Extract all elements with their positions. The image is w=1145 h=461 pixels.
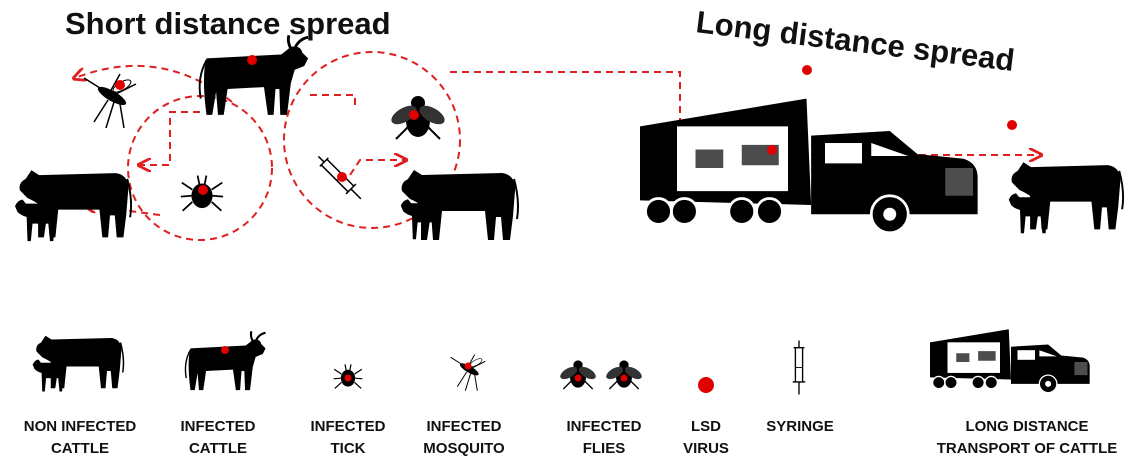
legend-label: TRANSPORT OF CATTLE: [937, 440, 1118, 457]
legend-label: TICK: [331, 440, 366, 457]
legend-icons: [33, 329, 1090, 394]
legend-label: CATTLE: [51, 440, 109, 457]
legend-label: SYRINGE: [766, 418, 834, 435]
long-title: Long distance spread: [694, 4, 1016, 78]
short-title: Short distance spread: [65, 6, 391, 41]
legend-label: LONG DISTANCE: [965, 418, 1088, 435]
legend-label: NON INFECTED: [24, 418, 137, 435]
long-scene: [640, 65, 1123, 233]
diagram: Short distance spread Long distance spre…: [0, 0, 1145, 461]
legend-label: MOSQUITO: [423, 440, 505, 457]
legend-label: FLIES: [583, 440, 626, 457]
legend-label: INFECTED: [181, 418, 256, 435]
legend: NON INFECTED CATTLE INFECTED CATTLE INFECTED…: [24, 418, 1118, 457]
legend-label: INFECTED: [311, 418, 386, 435]
legend-label: INFECTED: [427, 418, 502, 435]
legend-label: CATTLE: [189, 440, 247, 457]
legend-label: INFECTED: [567, 418, 642, 435]
legend-label: VIRUS: [683, 440, 729, 457]
legend-label: LSD: [691, 418, 721, 435]
